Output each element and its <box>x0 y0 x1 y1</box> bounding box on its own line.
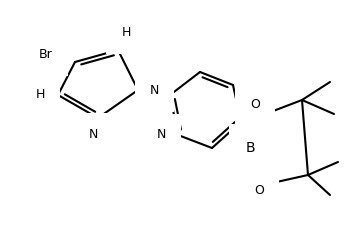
Text: H: H <box>121 25 131 38</box>
Text: N: N <box>150 84 159 96</box>
Text: O: O <box>250 98 260 112</box>
Text: H: H <box>35 89 45 102</box>
Text: N: N <box>156 128 166 142</box>
Text: B: B <box>245 141 255 155</box>
Text: N: N <box>88 128 98 141</box>
Text: O: O <box>254 185 264 198</box>
Text: Br: Br <box>39 48 53 60</box>
